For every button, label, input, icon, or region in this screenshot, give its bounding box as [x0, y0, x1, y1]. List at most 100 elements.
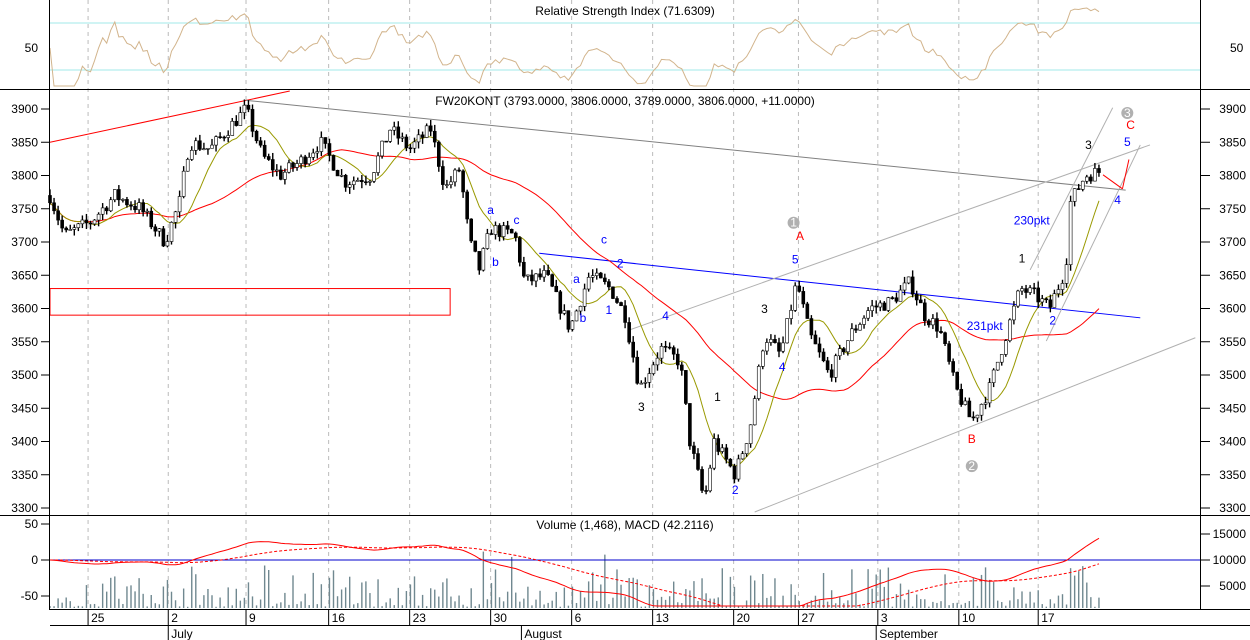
price-bar-body [704, 490, 708, 492]
price-bar-body [214, 136, 218, 146]
price-bar-body [505, 225, 510, 230]
price-bar-body [84, 219, 89, 224]
month-label: July [171, 627, 192, 640]
price-bar-body [716, 438, 721, 452]
price-bar-body [477, 251, 482, 271]
price-bar-body [526, 274, 530, 277]
price-bar-body [991, 369, 996, 383]
price-bar-body [809, 318, 814, 336]
price-bar-body [315, 151, 320, 154]
price-bar-body [1089, 176, 1093, 182]
price-bar-body [1072, 188, 1077, 202]
price-bar-body [619, 302, 623, 307]
price-bar-body [700, 469, 704, 491]
price-bar-body [785, 318, 789, 344]
price-bar-body [554, 285, 559, 293]
price-bar-body [846, 340, 850, 353]
price-bar-body [760, 350, 765, 367]
price-bar-body [667, 346, 672, 349]
circle-marker [1121, 106, 1134, 119]
price-bar-body [185, 159, 190, 172]
price-bar-body [222, 136, 226, 139]
price-label-right: 3750 [1219, 202, 1246, 216]
price-bar-body [797, 285, 802, 292]
price-bars [48, 99, 1101, 495]
price-bar-body [1032, 287, 1036, 290]
price-bar-body [432, 130, 437, 143]
price-bar-body [420, 134, 425, 138]
price-bar-body [457, 169, 461, 172]
price-bar-body [999, 354, 1004, 363]
rsi-panel: Relative Strength Index (71.6309) 50 50 [25, 4, 1244, 87]
price-bar-body [355, 180, 360, 182]
price-label-right: 3300 [1219, 501, 1246, 515]
circled-label-text: 2 [968, 459, 975, 473]
price-bar-body [793, 285, 798, 311]
macd-line [49, 537, 1100, 607]
price-label-right: 3600 [1219, 302, 1246, 316]
price-bar-body [125, 199, 129, 206]
price-bar-body [777, 342, 781, 352]
price-bar-body [639, 382, 644, 385]
date-label: 10 [962, 611, 976, 625]
volume-label: 15000 [1213, 527, 1247, 541]
price-bar-body [578, 305, 583, 312]
macd-label: 0 [31, 553, 38, 567]
price-bar-body [611, 286, 615, 299]
price-bar-body [376, 155, 380, 173]
price-bar-body [295, 163, 299, 168]
price-bar-body [169, 222, 174, 242]
gray-downtrend-line [245, 99, 1126, 191]
price-bar-body [635, 356, 640, 384]
price-bar-body [343, 174, 348, 188]
price-bar-body [364, 181, 368, 184]
price-bar-body [765, 342, 769, 352]
wave-label: b [492, 255, 499, 269]
circled-label-text: 3 [1124, 106, 1131, 120]
price-bar-body [927, 320, 931, 326]
price-bar-body [971, 416, 976, 419]
price-bar-body [238, 112, 243, 126]
wave-label: 4 [662, 309, 669, 323]
price-bar-body [68, 229, 73, 231]
price-bar-body [574, 310, 579, 322]
date-label: 16 [332, 611, 346, 625]
price-bar-body [684, 370, 688, 404]
price-bar-body [72, 227, 77, 230]
price-bar-body [493, 225, 498, 235]
price-bar-body [854, 328, 858, 331]
price-bar-body [408, 147, 413, 150]
price-bar-body [886, 297, 891, 311]
price-bar-body [141, 202, 145, 213]
wave-label: 1 [606, 303, 613, 317]
price-bar-body [914, 293, 919, 301]
price-label-left: 3500 [11, 368, 38, 382]
price-bar-body [898, 289, 903, 302]
rsi-tick-left: 50 [25, 41, 39, 55]
price-bar-body [250, 109, 255, 132]
wave-label: 230pkt [1014, 214, 1051, 228]
price-bar-body [177, 196, 182, 213]
price-bar-body [189, 150, 194, 160]
price-bar-body [246, 104, 251, 110]
price-bar-body [307, 157, 312, 165]
price-bar-body [975, 414, 980, 419]
lower-axes: 50 0 -50 15000 10000 5000 [21, 517, 1247, 603]
price-bar-body [517, 237, 522, 263]
price-bar-body [60, 219, 64, 229]
price-bar-body [825, 360, 830, 371]
price-bar-body [947, 343, 951, 362]
instrument-title: FW20KONT (3793.0000, 3806.0000, 3789.000… [435, 94, 815, 108]
price-bar-body [266, 156, 271, 160]
price-bar-body [959, 388, 964, 405]
price-bar-body [270, 159, 275, 171]
price-bar-body [1016, 290, 1020, 307]
price-bar-body [319, 137, 324, 152]
price-bar-body [570, 320, 575, 330]
price-label-left: 3550 [11, 335, 38, 349]
price-bar-body [582, 288, 587, 307]
price-bar-body [173, 211, 178, 223]
price-bar-body [465, 191, 469, 220]
price-bar-body [833, 355, 838, 378]
price-bar-body [117, 189, 121, 201]
